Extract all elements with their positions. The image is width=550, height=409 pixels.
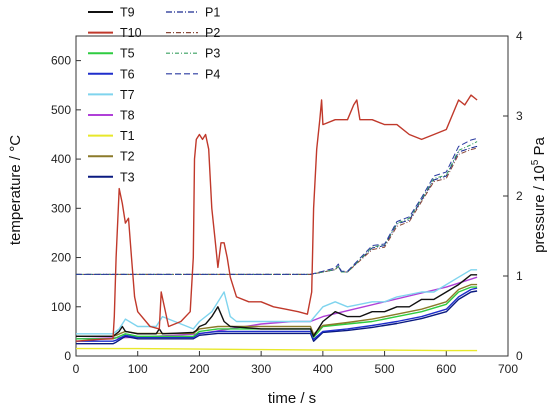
legend-label-t6: T6 [120, 67, 135, 81]
y-left-tick-label: 200 [51, 251, 71, 265]
x-tick-label: 500 [375, 362, 395, 376]
series-line-p2 [76, 147, 478, 275]
y-left-tick-label: 300 [51, 201, 71, 215]
axes: 0 100 200 300 400 500 600 700010020030040050060… [51, 29, 523, 376]
legend-label-t9: T9 [120, 6, 135, 20]
y-axis-right-label-base: pressure / 10 [531, 165, 548, 253]
y-left-tick-label: 100 [51, 300, 71, 314]
series-line-t9 [76, 274, 478, 337]
y-axis-right-label-exp: 5 [530, 159, 541, 165]
y-axis-right-label: pressure / 105 Pa [530, 137, 548, 253]
y-right-tick-label: 1 [516, 269, 523, 283]
y-right-tick-label: 2 [516, 189, 523, 203]
y-right-tick-label: 4 [516, 29, 523, 43]
series-line-t8 [75, 276, 478, 340]
x-tick-label: 600 [436, 362, 456, 376]
y-left-tick-label: 0 [64, 349, 71, 363]
legend-label-t8: T8 [120, 109, 135, 123]
x-tick-label: 100 [128, 362, 148, 376]
series-layer [75, 94, 478, 352]
legend-label-p4: P4 [205, 67, 220, 81]
x-tick-label: 300 [251, 362, 271, 376]
y-right-tick-label: 3 [516, 109, 523, 123]
plot-area [75, 35, 509, 357]
x-tick-label: 0 [73, 362, 80, 376]
series-line-p1 [76, 145, 478, 275]
y-right-tick-label: 0 [516, 349, 523, 363]
legend-label-t5: T5 [120, 47, 135, 61]
x-axis-label: time / s [268, 390, 316, 407]
y-left-tick-label: 500 [51, 103, 71, 117]
legend-label-t1: T1 [120, 129, 135, 143]
series-line-t3 [76, 290, 478, 345]
series-line-p3 [76, 141, 478, 275]
x-tick-label: 400 [313, 362, 333, 376]
y-left-tick-label: 600 [51, 54, 71, 68]
legend-label-p3: P3 [205, 47, 220, 61]
legend-label-t7: T7 [120, 88, 135, 102]
y-left-tick-label: 400 [51, 152, 71, 166]
series-line-t6 [76, 287, 478, 342]
legend-label-p1: P1 [205, 6, 220, 20]
x-tick-label: 200 [189, 362, 209, 376]
series-line-t1 [76, 347, 478, 352]
legend-label-t3: T3 [120, 170, 135, 184]
legend: T9 T10 T5 T6 T7 T8 T1 T2 T3 P1 P2 P3 P4 [88, 6, 220, 184]
y-axis-left-label: temperature / °C [7, 135, 24, 245]
series-line-t10 [75, 94, 478, 342]
series-line-p4 [76, 137, 478, 275]
plot-frame [75, 35, 509, 357]
x-tick-label: 700 [498, 362, 518, 376]
legend-label-t2: T2 [120, 150, 135, 164]
legend-label-t10: T10 [120, 26, 142, 40]
y-axis-right-label-unit: Pa [531, 137, 548, 160]
legend-label-p2: P2 [205, 26, 220, 40]
